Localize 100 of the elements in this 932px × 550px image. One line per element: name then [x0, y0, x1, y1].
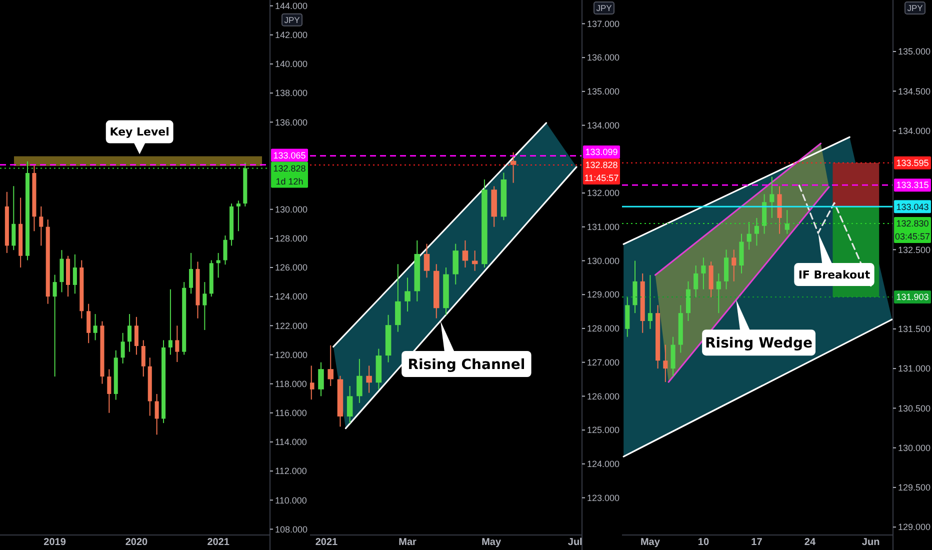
x-tick-label: May — [640, 537, 660, 548]
candlestick — [770, 176, 774, 218]
candlestick — [754, 217, 759, 246]
y-tick-label: 128.000 — [275, 234, 308, 244]
x-tick-label: 2021 — [315, 537, 338, 548]
candlestick — [318, 362, 324, 397]
candlestick — [663, 344, 668, 383]
ref-line-label: 133.099 — [585, 147, 618, 158]
y-tick-label: 128.000 — [587, 324, 620, 334]
candlestick — [366, 365, 372, 394]
candlestick — [632, 260, 638, 314]
y-tick-label: 135.000 — [898, 46, 931, 57]
candlestick — [12, 186, 16, 251]
candlestick — [236, 200, 240, 232]
y-tick-label: 118.000 — [275, 378, 307, 389]
y-tick-label: 130.000 — [275, 204, 308, 214]
annotation: Key Level — [110, 126, 170, 139]
y-tick-label: 130.500 — [898, 403, 931, 414]
candlestick — [134, 316, 138, 356]
x-tick-label: May — [482, 537, 502, 548]
annotation: Rising Wedge — [705, 336, 813, 352]
x-tick-label: Jun — [862, 537, 880, 548]
ref-line-label: 132.828 — [273, 163, 306, 174]
candlestick — [60, 250, 64, 293]
ref-line-label: 131.903 — [896, 292, 929, 302]
x-tick-label: 2020 — [125, 537, 148, 548]
candlestick — [346, 386, 353, 424]
candlestick — [189, 252, 194, 294]
y-tick-label: 129.000 — [587, 290, 620, 300]
candlestick — [762, 194, 767, 234]
x-tick-label: 10 — [698, 537, 710, 548]
y-tick-label: 138.000 — [275, 88, 308, 98]
y-tick-label: 120.000 — [275, 350, 308, 360]
y-tick-label: 137.000 — [587, 18, 620, 29]
candlestick — [784, 210, 790, 234]
x-tick-label: 2019 — [44, 537, 66, 548]
candlestick — [625, 296, 630, 338]
y-tick-label: 130.000 — [587, 256, 620, 266]
y-tick-label: 127.000 — [587, 357, 620, 368]
y-tick-label: 129.500 — [898, 482, 931, 493]
x-tick-label: 2021 — [207, 537, 230, 548]
x-tick-label: 17 — [751, 537, 763, 548]
y-tick-label: 130.000 — [898, 442, 931, 453]
y-tick-label: 140.000 — [275, 59, 308, 70]
y-tick-label: 124.000 — [587, 459, 620, 470]
y-tick-label: 108.000 — [275, 524, 308, 534]
y-tick-label: 126.000 — [587, 391, 620, 402]
y-tick-label: 136.000 — [275, 117, 308, 128]
ref-line-label: 133.315 — [896, 180, 929, 190]
candlestick — [777, 186, 782, 234]
candlestick — [724, 249, 729, 290]
candlestick — [452, 243, 458, 285]
candlestick — [648, 274, 652, 330]
candlestick — [107, 368, 112, 414]
candlestick — [141, 340, 146, 378]
y-tick-label: 114.000 — [275, 437, 307, 448]
candlestick — [93, 314, 98, 341]
candlestick — [708, 261, 714, 298]
text: JPY — [907, 2, 924, 13]
ref-line-label: 133.065 — [273, 150, 306, 160]
text: 11:45:57 — [584, 173, 619, 184]
y-tick-label: 112.000 — [275, 466, 307, 476]
candlestick — [328, 344, 334, 387]
y-tick-label: 123.000 — [587, 492, 620, 503]
candlestick — [72, 254, 77, 294]
candlestick — [701, 257, 706, 290]
y-tick-label: 116.000 — [275, 408, 307, 418]
candlestick — [739, 233, 744, 274]
ref-line-label: 133.043 — [896, 202, 929, 212]
y-tick-label: 122.000 — [275, 320, 308, 331]
x-tick-label: 24 — [804, 537, 816, 548]
y-tick-label: 126.000 — [275, 262, 308, 273]
candlestick — [462, 240, 468, 268]
y-tick-label: 129.000 — [898, 522, 931, 532]
ref-line-label: 132.828 — [585, 160, 618, 170]
candlestick — [686, 280, 691, 322]
y-tick-label: 131.500 — [898, 324, 931, 334]
annotation: IF Breakout — [798, 268, 870, 282]
candlestick — [120, 332, 125, 364]
y-tick-label: 142.000 — [275, 30, 308, 40]
annotation: Rising Channel — [408, 356, 526, 373]
candlestick — [746, 221, 752, 250]
candlestick — [472, 250, 478, 272]
candlestick — [154, 393, 159, 436]
candlestick — [404, 277, 410, 312]
candlestick — [223, 235, 228, 266]
y-tick-label: 135.000 — [587, 86, 620, 97]
y-tick-label: 125.000 — [587, 425, 620, 436]
y-tick-label: 134.000 — [587, 120, 620, 130]
y-tick-label: 132.500 — [898, 244, 931, 255]
candlestick — [694, 265, 698, 298]
y-tick-label: 136.000 — [587, 52, 620, 63]
candlestick — [168, 288, 172, 356]
y-tick-label: 134.500 — [898, 86, 931, 96]
ref-line-label: 132.830 — [896, 218, 929, 229]
candlestick — [175, 325, 180, 362]
y-tick-label: 131.000 — [587, 222, 620, 232]
text: JPY — [596, 2, 612, 13]
candlestick — [128, 314, 132, 352]
y-tick-label: 110.000 — [275, 495, 307, 506]
